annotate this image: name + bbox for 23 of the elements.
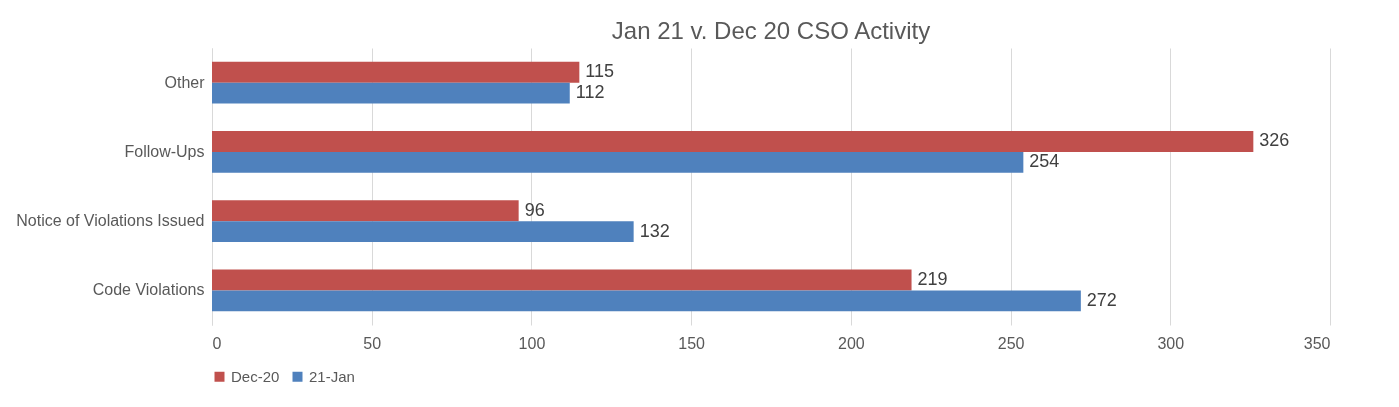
x-tick-label: 0	[212, 334, 222, 352]
x-tick-label: 50	[363, 334, 382, 352]
x-tick-label: 100	[518, 334, 546, 352]
y-tick-label: Other	[164, 73, 206, 91]
data-label: 96	[524, 199, 545, 220]
y-tick-label: Notice of Violations Issued	[16, 212, 205, 230]
data-label: 132	[639, 220, 670, 241]
data-label: 112	[575, 82, 605, 103]
x-tick-label: 250	[997, 334, 1025, 352]
data-label: 115	[585, 61, 615, 82]
y-tick-label: Code Violations	[92, 281, 205, 299]
legend-label: Dec-20	[231, 367, 280, 385]
data-label: 272	[1086, 289, 1117, 310]
data-label: 219	[917, 268, 948, 289]
x-tick-label: 150	[678, 334, 706, 352]
x-tick-label: 350	[1303, 334, 1331, 352]
y-tick-label: Follow-Ups	[124, 142, 205, 160]
chart-title: Jan 21 v. Dec 20 CSO Activity	[611, 17, 931, 44]
legend-label: 21-Jan	[309, 367, 355, 385]
x-tick-label: 300	[1157, 334, 1185, 352]
x-tick-label: 200	[838, 334, 865, 352]
data-label: 254	[1029, 151, 1060, 172]
data-label: 326	[1259, 130, 1290, 151]
